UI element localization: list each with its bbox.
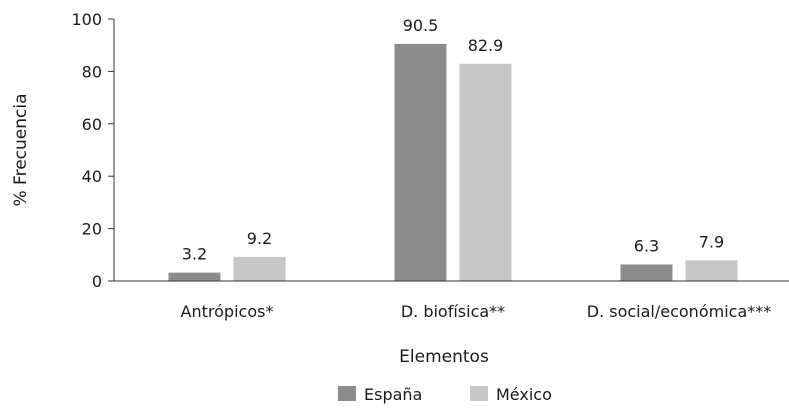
x-tick-label-0: Antrópicos*: [181, 302, 274, 321]
x-tick-label-1: D. biofísica**: [401, 302, 505, 321]
bar-1-1: [459, 63, 512, 281]
data-label-2-1: 7.9: [699, 232, 724, 251]
data-labels: 3.2 9.2 90.5 82.9 6.3 7.9: [182, 16, 724, 264]
y-axis-title: % Frecuencia: [11, 93, 31, 206]
y-tick-label-100: 100: [71, 10, 102, 29]
bar-2-1: [685, 260, 738, 281]
data-label-1-0: 90.5: [403, 16, 439, 35]
y-tick-label-0: 0: [92, 272, 102, 291]
data-label-2-0: 6.3: [634, 236, 659, 255]
bar-0-1: [233, 256, 286, 281]
bar-1-0: [394, 43, 447, 281]
data-label-1-1: 82.9: [468, 36, 504, 55]
legend-label-espana: España: [364, 385, 422, 404]
data-label-0-1: 9.2: [247, 229, 272, 248]
x-axis: Antrópicos* D. biofísica** D. social/econó…: [114, 280, 789, 321]
y-tick-label-40: 40: [82, 167, 102, 186]
x-tick-label-2: D. social/económica***: [587, 302, 772, 321]
legend-swatch-espana: [338, 386, 356, 401]
data-label-0-0: 3.2: [182, 245, 207, 264]
bar-2-0: [620, 264, 673, 281]
legend-label-mexico: México: [496, 385, 552, 404]
y-tick-label-80: 80: [82, 62, 102, 81]
y-tick-label-20: 20: [82, 220, 102, 239]
legend: España México: [338, 385, 552, 404]
bars: [168, 43, 738, 281]
bar-0-0: [168, 272, 221, 281]
x-axis-title: Elementos: [399, 347, 489, 367]
y-axis: 0 20 40 60 80 100: [71, 10, 115, 291]
legend-swatch-mexico: [470, 386, 488, 401]
y-tick-label-60: 60: [82, 115, 102, 134]
